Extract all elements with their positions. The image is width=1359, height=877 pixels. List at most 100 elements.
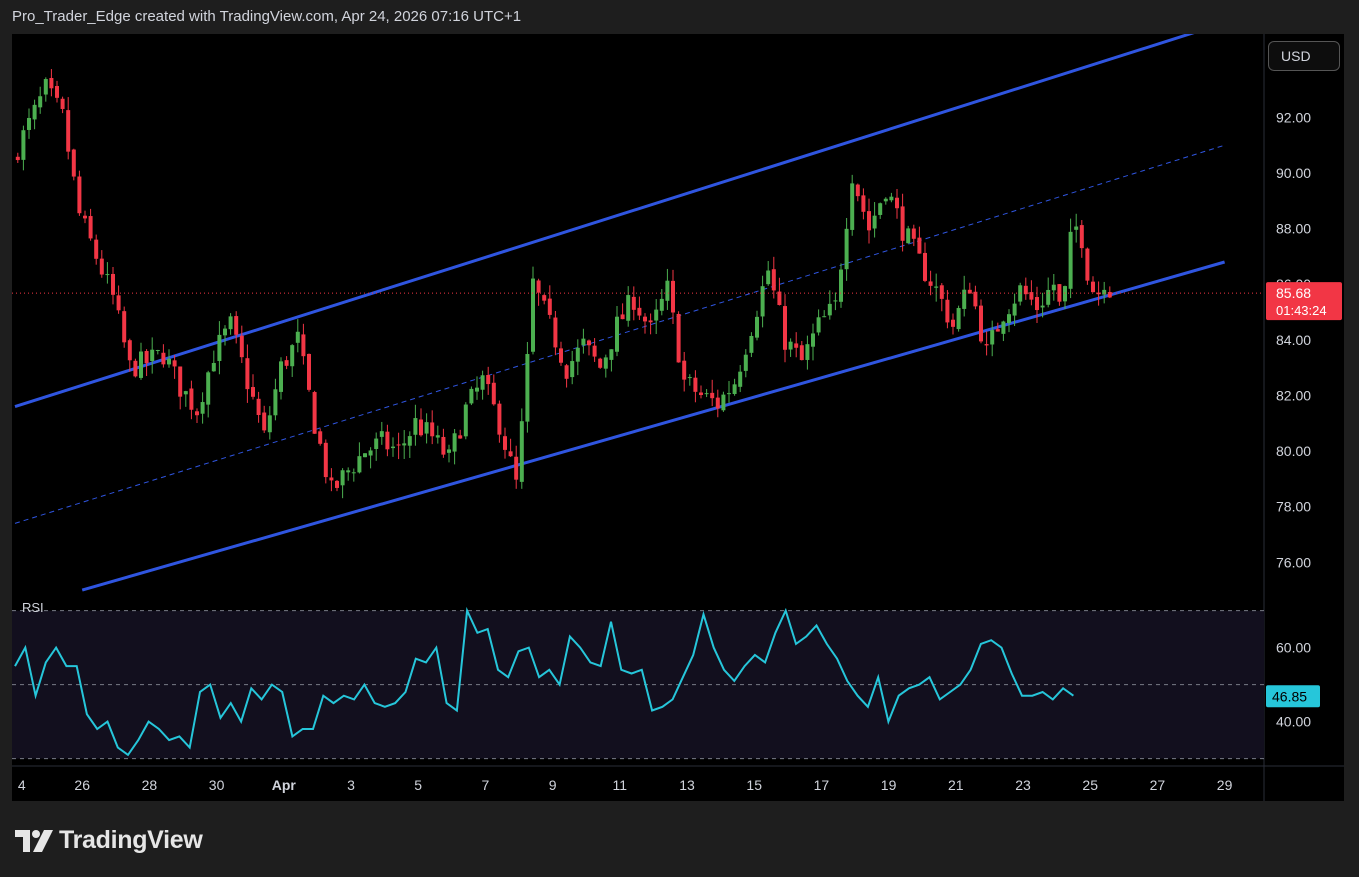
candle-body — [911, 228, 916, 239]
candle-body — [200, 402, 205, 414]
candle-body — [743, 354, 748, 371]
candle-body — [32, 104, 37, 120]
candle-body — [144, 351, 149, 364]
candle-body — [419, 419, 423, 436]
candle-body — [1023, 285, 1028, 295]
candle-body — [295, 331, 300, 343]
price-tick-label: 88.00 — [1276, 221, 1311, 237]
price-tick-label: 92.00 — [1276, 109, 1311, 125]
candle-body — [346, 470, 351, 473]
candle-body — [575, 347, 580, 362]
candle-body — [738, 371, 743, 387]
current-price-value: 85.68 — [1276, 285, 1311, 301]
candle-body — [55, 86, 59, 98]
candle-body — [66, 110, 71, 152]
time-tick-label: 21 — [948, 777, 964, 793]
candle-body — [631, 296, 636, 310]
chart-area[interactable]: 94.0092.0090.0088.0086.0084.0082.0080.00… — [12, 34, 1344, 801]
candle-body — [385, 431, 390, 450]
candle-body — [643, 316, 647, 322]
price-tick-label: 90.00 — [1276, 165, 1311, 181]
candle-body — [1057, 284, 1062, 302]
candle-body — [251, 387, 255, 397]
candle-body — [1001, 321, 1006, 334]
candle-body — [1091, 281, 1095, 293]
candle-body — [771, 269, 776, 291]
candle-body — [659, 298, 664, 311]
tradingview-brand[interactable]: TradingView — [15, 826, 203, 855]
candle-body — [396, 444, 401, 446]
rsi-value-badge — [1266, 685, 1320, 708]
time-tick-label: 29 — [1217, 777, 1233, 793]
candle-body — [732, 384, 737, 394]
candle-body — [21, 130, 26, 160]
candle-body — [323, 442, 328, 478]
candle-body — [654, 309, 659, 321]
current-price-badge — [1266, 282, 1342, 321]
time-tick-label: 9 — [549, 777, 557, 793]
candle-body — [1012, 303, 1017, 316]
candle-body — [245, 358, 250, 390]
candle-body — [833, 300, 838, 302]
candle-body — [458, 435, 463, 439]
currency-button[interactable]: USD — [1268, 41, 1340, 71]
candle-body — [559, 348, 563, 363]
candle-body — [945, 299, 950, 323]
candle-body — [234, 316, 239, 335]
candle-body — [581, 338, 586, 346]
time-tick-label: 3 — [347, 777, 355, 793]
candle-body — [1085, 248, 1090, 281]
candle-body — [1040, 305, 1045, 308]
candle-body — [88, 216, 93, 239]
candle-body — [755, 316, 759, 338]
candle-body — [564, 365, 569, 379]
candle-body — [1007, 314, 1011, 324]
candle-body — [301, 334, 306, 357]
time-tick-label: 15 — [746, 777, 762, 793]
time-tick-label: Apr — [272, 777, 297, 793]
candle-body — [794, 343, 799, 348]
candle-body — [1068, 231, 1073, 289]
candle-body — [687, 377, 692, 379]
candle-body — [984, 344, 989, 346]
price-chart[interactable]: 94.0092.0090.0088.0086.0084.0082.0080.00… — [12, 34, 1344, 801]
candle-body — [413, 418, 418, 435]
candle-body — [967, 289, 972, 294]
candle-body — [49, 77, 54, 89]
candle-body — [715, 397, 720, 409]
rsi-label: RSI — [22, 600, 44, 615]
candle-body — [1096, 292, 1101, 295]
candle-body — [1079, 225, 1084, 249]
candle-body — [799, 345, 804, 361]
time-tick-label: 5 — [414, 777, 422, 793]
candle-body — [861, 195, 866, 212]
candle-body — [637, 307, 642, 316]
candle-body — [671, 280, 675, 313]
time-tick-label: 11 — [613, 777, 628, 793]
candle-body — [1051, 284, 1056, 291]
candle-body — [872, 215, 877, 229]
candle-body — [570, 361, 575, 378]
candle-body — [783, 306, 787, 350]
candle-body — [167, 358, 171, 365]
candle-body — [822, 316, 827, 318]
time-tick-label: 7 — [482, 777, 490, 793]
candle-body — [525, 354, 530, 422]
candle-body — [917, 237, 922, 254]
candle-body — [727, 393, 731, 395]
candle-body — [587, 340, 591, 346]
candle-body — [878, 203, 883, 215]
candle-body — [844, 228, 849, 270]
price-tick-label: 76.00 — [1276, 554, 1311, 570]
candle-body — [895, 197, 899, 209]
candle-body — [531, 278, 535, 352]
candle-body — [1107, 292, 1112, 298]
candle-body — [105, 274, 110, 276]
candle-body — [116, 295, 121, 311]
candle-body — [1074, 226, 1079, 230]
rsi-tick-label: 60.00 — [1276, 640, 1311, 656]
candle-body — [839, 269, 843, 302]
channel-upper-line — [14, 34, 1195, 409]
candle-body — [710, 392, 715, 399]
candle-body — [374, 438, 379, 449]
